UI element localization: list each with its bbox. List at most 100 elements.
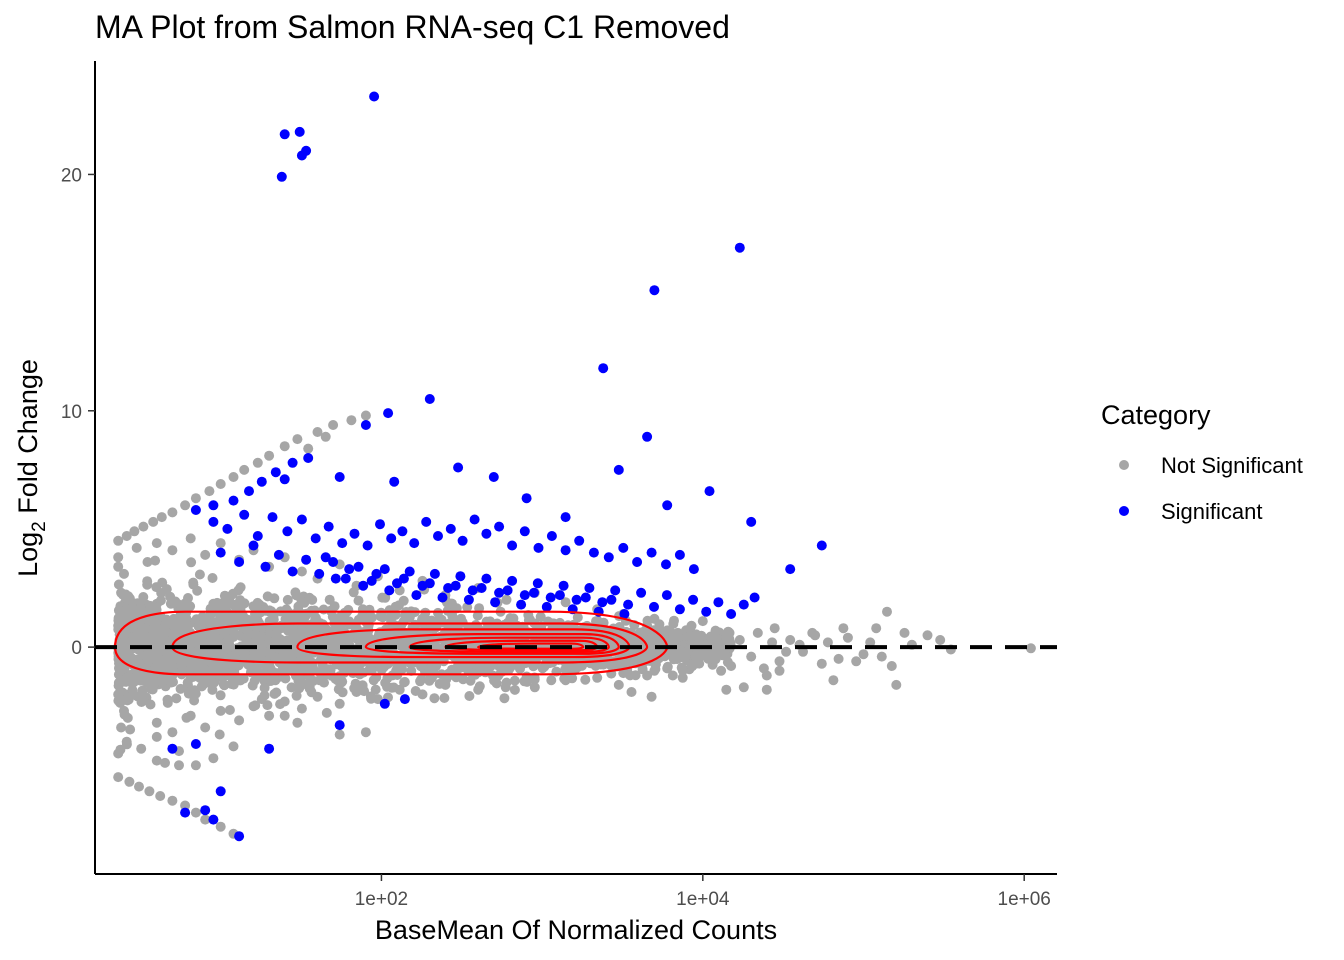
point-significant <box>642 431 653 442</box>
point-not-significant <box>440 679 451 690</box>
point-not-significant-cloud <box>194 569 205 580</box>
point-significant <box>279 129 290 140</box>
point-significant <box>469 514 480 525</box>
point-not-significant <box>758 663 769 674</box>
point-not-significant-cloud <box>208 678 219 688</box>
point-not-significant-cloud <box>284 623 295 634</box>
point-not-significant-cloud <box>353 595 364 606</box>
point-significant <box>749 592 760 603</box>
point-not-significant <box>215 705 226 716</box>
point-significant <box>383 408 394 419</box>
point-not-significant <box>296 703 307 714</box>
point-significant <box>349 528 360 539</box>
legend-key-not-significant <box>1119 460 1129 470</box>
point-not-significant <box>851 656 862 667</box>
point-not-significant-cloud <box>677 665 688 676</box>
point-not-significant-cloud <box>239 598 250 609</box>
point-not-significant <box>922 630 933 641</box>
point-significant <box>734 242 745 253</box>
point-significant <box>437 592 448 603</box>
point-significant <box>215 547 226 558</box>
point-not-significant <box>167 545 178 556</box>
point-not-significant <box>785 635 796 645</box>
point-not-significant-cloud <box>166 677 177 688</box>
point-significant <box>294 126 305 137</box>
point-not-significant <box>204 486 215 497</box>
point-not-significant-cloud <box>293 601 304 612</box>
point-significant <box>502 585 513 596</box>
point-not-significant-cloud <box>161 617 172 628</box>
point-significant <box>344 564 355 575</box>
point-not-significant <box>774 656 785 667</box>
point-significant <box>320 552 331 563</box>
point-significant <box>330 573 341 584</box>
point-significant <box>445 523 456 534</box>
point-not-significant <box>113 772 124 783</box>
point-not-significant-cloud <box>475 661 485 672</box>
point-not-significant-cloud <box>207 573 218 583</box>
point-not-significant <box>667 670 678 681</box>
point-not-significant <box>360 410 371 421</box>
y-tick-label: 0 <box>71 638 82 659</box>
point-significant <box>623 599 634 610</box>
point-not-significant-cloud <box>148 618 159 629</box>
point-not-significant-cloud <box>197 611 208 622</box>
point-not-significant-cloud <box>145 699 156 710</box>
point-significant <box>301 554 312 565</box>
point-not-significant-cloud <box>205 635 216 646</box>
point-not-significant <box>264 710 275 721</box>
point-not-significant-cloud <box>318 604 329 615</box>
point-significant <box>371 568 382 579</box>
point-not-significant-cloud <box>393 636 404 647</box>
point-significant <box>532 578 543 589</box>
point-significant <box>507 575 518 586</box>
point-not-significant <box>151 717 162 728</box>
point-not-significant <box>200 814 211 825</box>
point-significant <box>619 609 630 619</box>
point-not-significant <box>529 682 540 693</box>
point-not-significant <box>761 684 772 695</box>
point-significant <box>558 580 569 591</box>
point-not-significant-cloud <box>357 680 368 691</box>
point-significant <box>429 568 440 579</box>
point-not-significant-cloud <box>256 641 267 652</box>
point-significant <box>279 474 290 485</box>
point-significant <box>481 573 492 584</box>
point-significant <box>507 540 518 551</box>
point-significant <box>337 538 348 549</box>
point-not-significant <box>690 658 701 669</box>
point-not-significant <box>167 795 178 806</box>
point-significant <box>597 597 608 608</box>
point-not-significant <box>312 427 323 437</box>
point-not-significant <box>113 748 124 759</box>
point-significant <box>560 512 571 523</box>
point-not-significant-cloud <box>224 705 235 715</box>
x-axis-title: BaseMean Of Normalized Counts <box>375 915 777 945</box>
point-not-significant <box>886 661 897 671</box>
point-significant <box>362 540 373 551</box>
point-not-significant-cloud <box>166 652 177 663</box>
point-not-significant-cloud <box>289 667 300 678</box>
point-not-significant <box>190 807 201 818</box>
point-not-significant <box>180 800 191 811</box>
point-not-significant <box>113 535 124 546</box>
point-not-significant <box>252 457 263 468</box>
point-significant <box>674 604 685 615</box>
point-not-significant <box>613 679 624 690</box>
point-significant <box>386 533 397 544</box>
point-not-significant-cloud <box>129 608 140 619</box>
point-not-significant-cloud <box>640 646 651 657</box>
point-significant <box>276 171 287 182</box>
point-not-significant-cloud <box>465 675 476 686</box>
point-significant <box>287 457 298 468</box>
point-not-significant-cloud <box>275 655 286 666</box>
point-not-significant-cloud <box>161 584 172 595</box>
point-significant <box>603 552 614 563</box>
point-not-significant-cloud <box>123 694 134 705</box>
point-not-significant-cloud <box>370 684 381 695</box>
density-contour-ring <box>171 622 649 664</box>
point-not-significant-cloud <box>585 658 596 669</box>
point-not-significant <box>228 741 239 752</box>
point-not-significant <box>334 698 345 709</box>
point-not-significant <box>151 755 162 766</box>
